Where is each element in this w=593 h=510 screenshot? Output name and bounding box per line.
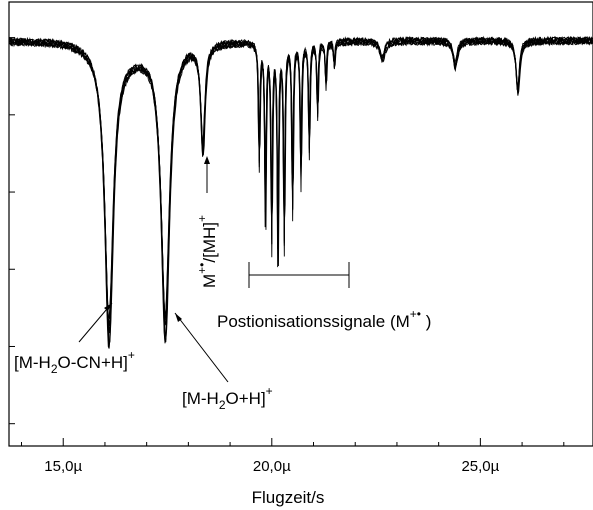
x-axis-title: Flugzeit/s [252,488,325,507]
annotation-label-1: [M-H2O-CN+H]+ [14,348,135,376]
annotation-arrowhead-3 [204,156,210,164]
spectrum-trace [8,35,593,349]
annotation-peak-3: M+•/[MH]+ [195,156,219,288]
x-tick-label: 25,0µ [461,458,499,475]
annotation-postionization: Postionisationssignale (M+• ) [217,262,431,331]
x-axis-tick-labels: 15,0µ 20,0µ 25,0µ [44,458,499,475]
annotation-label-3: M+•/[MH]+ [195,215,219,288]
annotation-label-4: Postionisationssignale (M+• ) [217,307,431,331]
annotation-arrow-2 [174,312,229,383]
x-tick-label: 20,0µ [253,458,291,475]
plot-frame [8,1,593,447]
annotation-arrowhead-1 [104,303,112,311]
annotation-arrowhead-2 [175,313,182,322]
annotation-peak-1: [M-H2O-CN+H]+ [14,302,135,376]
y-axis-ticks [9,37,15,425]
annotation-label-2: [M-H2O+H]+ [182,384,273,412]
x-axis-ticks [21,438,565,446]
annotation-peak-2: [M-H2O+H]+ [174,312,273,412]
x-tick-label: 15,0µ [44,458,82,475]
spectrum-traces [8,35,593,349]
